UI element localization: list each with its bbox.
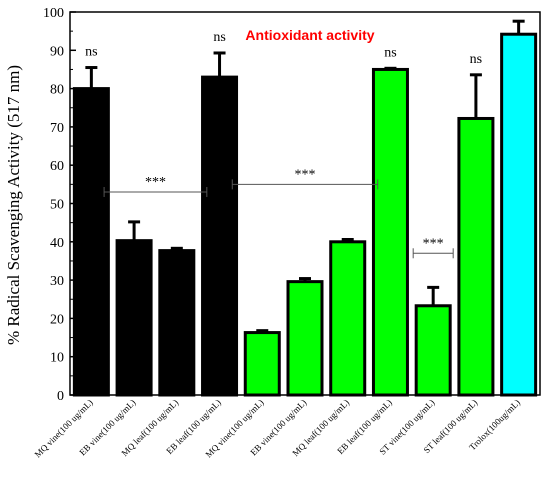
significance-label: *** [145,175,166,190]
bar [371,67,409,397]
ns-label: ns [85,45,97,60]
bar [72,87,110,397]
y-tick-label: 40 [50,236,64,251]
bar [500,32,538,397]
y-tick-label: 0 [57,389,64,404]
annotations: ns ns ns ns *** *** *** [85,30,482,259]
y-tick-label: 10 [50,351,64,366]
bar [201,75,239,397]
bar [286,280,324,397]
y-axis-title: % Radical Scavenging Activity (517 nm) [4,65,23,345]
bar [457,116,495,397]
y-tick-label: 80 [50,83,64,98]
y-tick-label: 50 [50,198,64,213]
significance-label: *** [295,167,316,182]
y-tick-label: 70 [50,121,64,136]
bar [414,304,452,397]
chart-title: Antioxidant activity [245,27,374,43]
y-tick-label: 30 [50,274,64,289]
bars [72,32,538,397]
y-tick-label: 90 [50,44,64,59]
bar [243,331,281,397]
y-tick-label: 20 [50,312,64,327]
ns-label: ns [213,30,225,45]
y-tick-label: 100 [43,6,64,21]
significance-label: *** [423,236,444,251]
bar [115,239,153,397]
bar [329,240,367,397]
y-axis: 0 10 20 30 40 50 60 70 80 90 100 [43,6,76,404]
x-axis: MQ vine(100 ug/mL)EB vine(100 ug/mL)MQ l… [33,389,522,460]
ns-label: ns [470,52,482,67]
y-tick-label: 60 [50,159,64,174]
bar [158,249,196,397]
ns-label: ns [384,45,396,60]
error-bars [85,19,525,333]
